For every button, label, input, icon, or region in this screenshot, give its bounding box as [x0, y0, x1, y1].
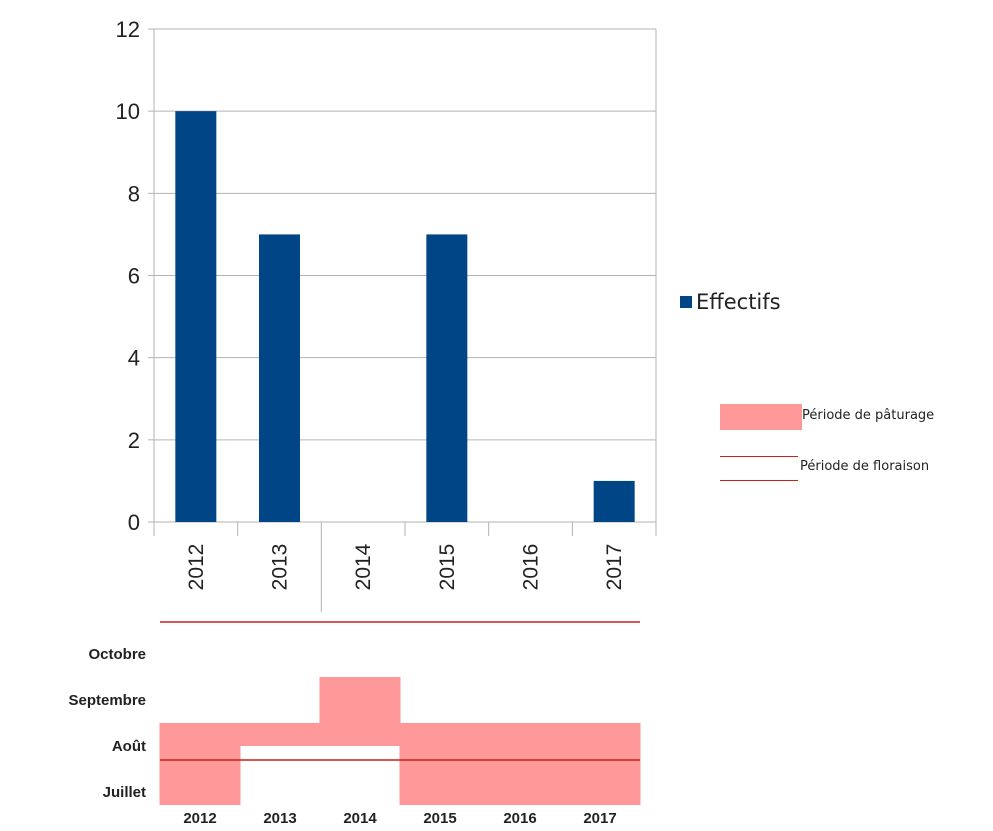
- legend-paturage-label: Période de pâturage: [802, 408, 935, 423]
- year-label: 2013: [263, 810, 296, 827]
- x-tick-label: 2013: [269, 544, 292, 591]
- x-tick-label: 2012: [185, 544, 208, 591]
- legend-effectifs-swatch: [680, 296, 692, 308]
- bar-2017: [593, 480, 635, 522]
- month-label: Septembre: [68, 692, 146, 709]
- y-tick-label: 10: [116, 99, 140, 124]
- x-tick-label: 2014: [352, 543, 375, 590]
- x-tick-label: 2017: [603, 544, 626, 591]
- month-label: Août: [112, 738, 146, 755]
- paturage-range-2012: [159, 723, 241, 805]
- y-tick-label: 8: [128, 181, 140, 206]
- y-tick-label: 2: [128, 428, 140, 453]
- x-tick-label: 2016: [520, 544, 543, 591]
- legend-floraison-line-bottom: [720, 480, 798, 481]
- year-label: 2015: [423, 810, 456, 827]
- month-label: Juillet: [103, 784, 146, 801]
- legend-floraison-line-top: [720, 456, 798, 457]
- legend-effectifs: Effectifs: [680, 290, 781, 314]
- year-label: 2016: [503, 810, 536, 827]
- paturage-range-2015: [399, 723, 481, 805]
- year-label: 2012: [183, 810, 216, 827]
- y-tick-label: 12: [116, 17, 140, 42]
- y-tick-label: 0: [128, 510, 140, 535]
- y-tick-label: 6: [128, 264, 140, 289]
- effectifs-bar-chart: 0 2 4 6 8 10 12 2012 2013 2014 2015 2016 2017: [116, 17, 657, 612]
- month-label: Octobre: [88, 646, 146, 663]
- paturage-range-2014: [319, 677, 401, 746]
- paturage-range-2017: [559, 723, 641, 805]
- bar-2013: [259, 234, 300, 522]
- x-tick-label: 2015: [436, 544, 459, 591]
- y-tick-label: 4: [128, 346, 140, 371]
- legend-floraison-label: Période de floraison: [800, 459, 930, 474]
- bar-2012: [175, 111, 217, 523]
- paturage-range-2016: [479, 723, 561, 805]
- legend-paturage-swatch: [720, 404, 802, 430]
- year-label: 2017: [583, 810, 616, 827]
- bar-2015: [426, 234, 468, 522]
- legend-effectifs-label: Effectifs: [696, 290, 781, 314]
- year-label: 2014: [343, 810, 377, 827]
- paturage-range-2013: [239, 723, 321, 746]
